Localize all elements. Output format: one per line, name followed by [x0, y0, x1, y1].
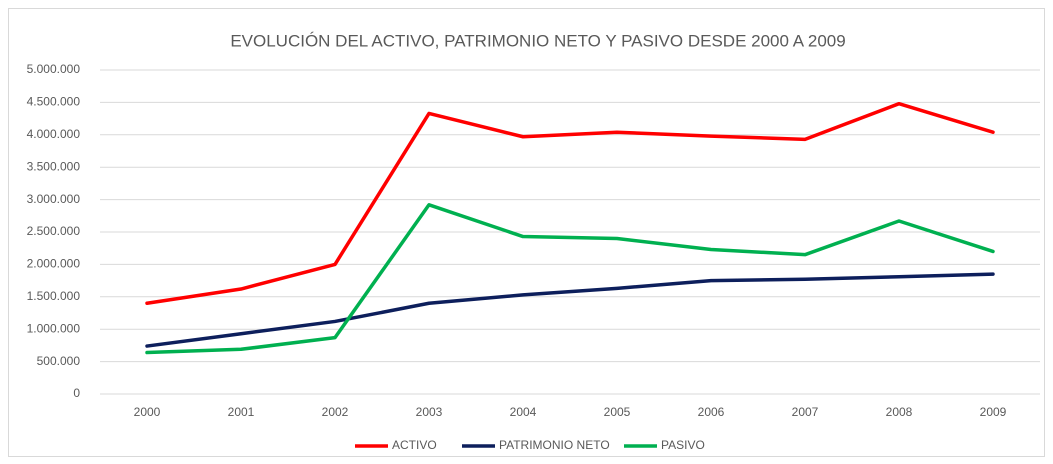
legend-label: PATRIMONIO NETO: [499, 438, 610, 452]
series-line: [145, 272, 995, 348]
y-tick-label: 4.000.000: [27, 127, 81, 141]
y-tick-label: 4.500.000: [27, 95, 81, 109]
x-tick-label: 2009: [980, 405, 1007, 419]
y-tick-label: 0: [73, 386, 80, 400]
y-tick-label: 2.500.000: [27, 224, 81, 238]
x-tick-label: 2003: [416, 405, 443, 419]
x-tick-label: 2004: [510, 405, 537, 419]
x-tick-label: 2005: [604, 405, 631, 419]
series-line: [145, 101, 995, 306]
y-tick-label: 500.000: [37, 354, 81, 368]
chart-title: EVOLUCIÓN DEL ACTIVO, PATRIMONIO NETO Y …: [230, 31, 845, 50]
legend-label: ACTIVO: [392, 438, 437, 452]
y-tick-label: 1.500.000: [27, 289, 81, 303]
y-tick-label: 1.000.000: [27, 321, 81, 335]
y-tick-label: 3.000.000: [27, 192, 81, 206]
x-tick-label: 2007: [792, 405, 819, 419]
x-tick-label: 2002: [322, 405, 349, 419]
y-tick-label: 2.000.000: [27, 257, 81, 271]
y-tick-label: 3.500.000: [27, 159, 81, 173]
x-tick-label: 2000: [134, 405, 161, 419]
x-tick-label: 2006: [698, 405, 725, 419]
series-line: [145, 203, 995, 355]
y-tick-label: 5.000.000: [27, 62, 81, 76]
x-tick-label: 2008: [886, 405, 913, 419]
legend-label: PASIVO: [661, 438, 705, 452]
x-tick-label: 2001: [228, 405, 255, 419]
